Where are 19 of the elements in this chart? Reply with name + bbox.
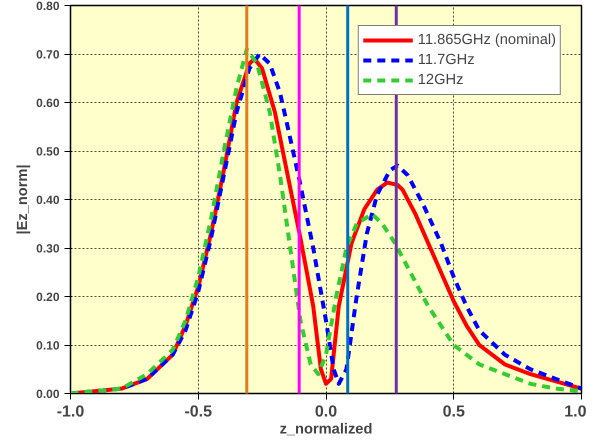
y-tick-label: 0.10 (36, 338, 60, 352)
x-tick-label: 1.0 (564, 404, 587, 420)
y-tick-label: 0.60 (36, 96, 60, 110)
y-tick-label: 0.40 (36, 193, 60, 207)
legend-label: 11.7GHz (418, 52, 475, 68)
x-tick-label: -0.5 (184, 404, 212, 420)
y-tick-label: 0.50 (36, 144, 60, 158)
x-tick-label: 0.0 (314, 404, 338, 420)
x-tick-label: -1.0 (56, 404, 84, 420)
y-axis-title: |Ez_norm| (15, 164, 32, 235)
legend-label: 12GHz (418, 72, 464, 88)
legend-label: 11.865GHz (nominal) (418, 32, 556, 48)
y-tick-label: 0.70 (36, 48, 60, 62)
y-tick-label: 0.00 (36, 387, 60, 401)
x-axis-title: z_normalized (280, 422, 372, 438)
y-tick-label: 0.80 (36, 0, 60, 13)
y-tick-label: 0.20 (36, 290, 60, 304)
x-tick-label: 0.5 (442, 404, 465, 420)
y-tick-label: 0.30 (36, 242, 60, 256)
